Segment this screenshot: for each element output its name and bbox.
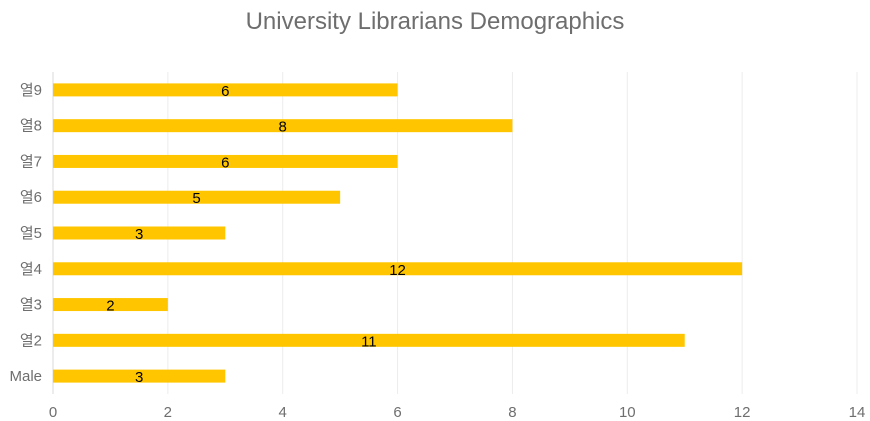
bar [53,226,226,240]
bar [53,83,398,97]
bar [53,298,168,312]
y-tick-label: 열9 [20,82,42,99]
y-tick-label: 열2 [20,332,42,349]
x-tick-label: 8 [508,404,516,421]
bars [53,83,743,383]
x-tick-label: 12 [734,404,751,421]
y-tick-label: 열3 [20,297,42,314]
data-label: 11 [361,333,377,350]
data-label: 2 [106,298,114,315]
x-tick-label: 6 [393,404,401,421]
bar [53,119,513,133]
data-label: 3 [135,226,143,243]
x-tick-label: 2 [164,404,172,421]
bar [53,154,398,168]
y-tick-label: 열5 [20,225,42,242]
bar [53,369,226,383]
x-tick-label: 10 [619,404,636,421]
data-label: 8 [279,119,287,136]
y-tick-label: 열8 [20,118,42,135]
data-labels: 3 11 2 12 3 5 6 8 6 [106,83,406,386]
data-label: 3 [135,369,143,386]
x-axis-tick-labels: 0 2 4 6 8 10 12 14 [49,404,866,421]
y-tick-label: Male [9,368,42,385]
x-tick-label: 4 [279,404,287,421]
data-label: 5 [192,190,200,207]
y-tick-label: 열7 [20,153,42,170]
y-tick-label: 열4 [20,261,42,278]
bar [53,262,743,276]
data-label: 6 [221,154,229,171]
data-label: 6 [221,83,229,100]
x-tick-label: 0 [49,404,57,421]
y-axis-tick-labels: Male 열2 열3 열4 열5 열6 열7 열8 열9 [9,82,42,385]
bar [53,190,341,204]
bar [53,333,685,347]
x-tick-label: 14 [849,404,866,421]
y-tick-label: 열6 [20,189,42,206]
chart-title: University Librarians Demographics [245,8,625,35]
data-label: 12 [389,262,406,279]
